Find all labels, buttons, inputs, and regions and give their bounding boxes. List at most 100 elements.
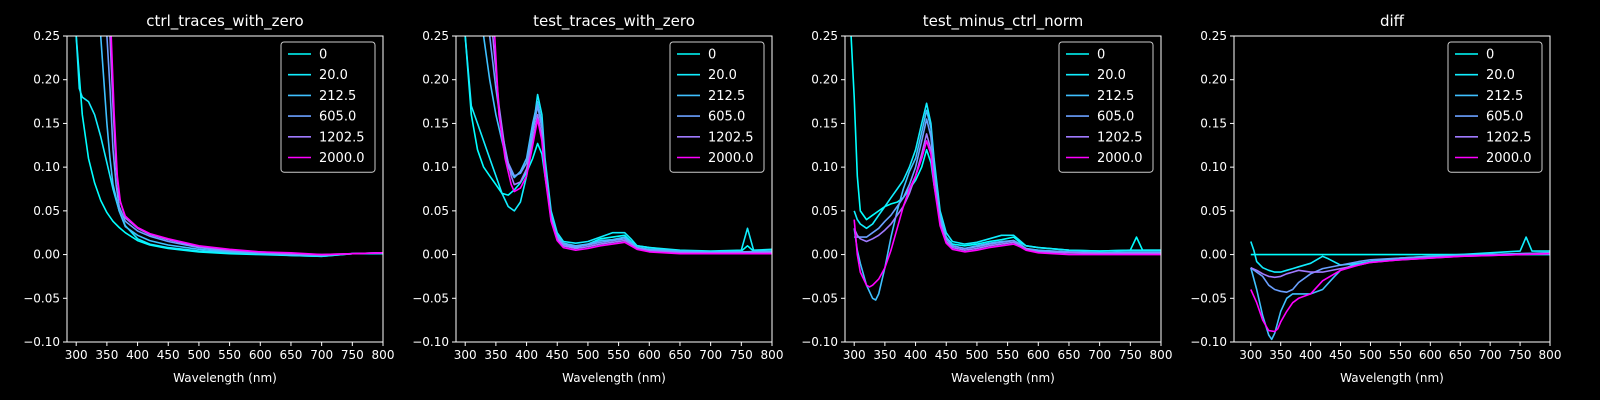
legend-label: 605.0 <box>1097 110 1134 125</box>
x-tick-label: 550 <box>607 348 630 362</box>
x-tick-label: 600 <box>1027 348 1050 362</box>
y-tick-label: 0.15 <box>422 116 449 130</box>
x-tick-label: 400 <box>904 348 927 362</box>
plot-frame <box>844 35 1162 343</box>
chart-title: ctrl_traces_with_zero <box>146 12 303 31</box>
legend-label: 0 <box>319 48 327 63</box>
legend-label: 212.5 <box>1097 89 1134 104</box>
series-line-605.0 <box>106 36 383 257</box>
chart-4: diff 300 350 400 450 500 550 600 650 700 750 800 −0.… <box>1190 12 1561 385</box>
y-tick-label: 0.00 <box>1200 248 1227 262</box>
legend-label: 605.0 <box>1486 110 1523 125</box>
x-tick-label: 350 <box>484 348 507 362</box>
y-tick-label: 0.05 <box>33 204 60 218</box>
y-tick-label: −0.10 <box>1190 335 1227 349</box>
x-tick-label: 700 <box>699 348 722 362</box>
legend-label: 212.5 <box>319 89 356 104</box>
x-tick-label: 500 <box>187 348 210 362</box>
legend-label: 212.5 <box>1486 89 1523 104</box>
x-tick-label: 500 <box>576 348 599 362</box>
series-line-605.0 <box>1250 252 1550 294</box>
legend-label: 1202.5 <box>1486 130 1532 145</box>
legend-label: 605.0 <box>319 110 356 125</box>
series-line-212.5 <box>1250 252 1550 341</box>
chart-title: test_minus_ctrl_norm <box>923 12 1084 31</box>
x-tick-label: 800 <box>1150 348 1173 362</box>
y-tick-label: 0.05 <box>422 204 449 218</box>
y-tick-label: 0.00 <box>33 248 60 262</box>
x-tick-label: 800 <box>1539 348 1562 362</box>
chart-title: diff <box>1380 12 1405 30</box>
x-tick-label: 700 <box>1479 348 1502 362</box>
x-tick-label: 300 <box>1239 348 1262 362</box>
y-tick-label: −0.10 <box>412 335 449 349</box>
x-tick-label: 700 <box>1088 348 1111 362</box>
x-tick-label: 750 <box>1119 348 1142 362</box>
x-tick-label: 800 <box>761 348 784 362</box>
legend-label: 212.5 <box>708 89 745 104</box>
y-tick-label: 0.00 <box>811 248 838 262</box>
x-axis-label: Wavelength (nm) <box>562 371 666 385</box>
legend-label: 20.0 <box>1486 68 1515 83</box>
x-tick-label: 700 <box>310 348 333 362</box>
x-tick-label: 550 <box>996 348 1019 362</box>
y-tick-label: 0.20 <box>1200 73 1227 87</box>
legend: 0 20.0 212.5 605.0 1202.5 2000.0 <box>669 41 765 173</box>
legend-label: 0 <box>708 48 716 63</box>
x-tick-label: 350 <box>873 348 896 362</box>
y-tick-label: 0.20 <box>422 73 449 87</box>
y-tick-label: 0.25 <box>33 29 60 43</box>
y-tick-label: 0.05 <box>811 204 838 218</box>
y-tick-label: 0.00 <box>422 248 449 262</box>
y-tick-label: 0.20 <box>811 73 838 87</box>
x-tick-label: 750 <box>341 348 364 362</box>
x-tick-label: 650 <box>280 348 303 362</box>
series-line-20.0 <box>464 36 772 252</box>
legend-label: 2000.0 <box>1097 151 1143 166</box>
series-line-20.0 <box>1250 236 1550 273</box>
y-tick-label: 0.10 <box>1200 160 1227 174</box>
legend: 0 20.0 212.5 605.0 1202.5 2000.0 <box>280 41 376 173</box>
chart-title: test_traces_with_zero <box>533 12 695 31</box>
x-tick-label: 600 <box>249 348 272 362</box>
series-lines <box>75 36 383 258</box>
y-tick-label: 0.15 <box>1200 116 1227 130</box>
y-tick-label: 0.25 <box>811 29 838 43</box>
series-line-2000.0 <box>110 36 383 256</box>
series-line-605.0 <box>488 36 772 254</box>
legend-label: 2000.0 <box>1486 151 1532 166</box>
legend-label: 1202.5 <box>319 130 365 145</box>
chart-3: test_minus_ctrl_norm 300 350 400 450 500 550 60… <box>801 12 1172 385</box>
x-tick-label: 300 <box>454 348 477 362</box>
x-axis-label: Wavelength (nm) <box>173 371 277 385</box>
chart-1: ctrl_traces_with_zero 300 350 400 450 500 550 6… <box>23 12 394 385</box>
x-tick-label: 300 <box>65 348 88 362</box>
x-tick-label: 650 <box>1449 348 1472 362</box>
y-tick-label: 0.25 <box>1200 29 1227 43</box>
series-line-2000.0 <box>493 36 772 255</box>
y-tick-label: −0.10 <box>23 335 60 349</box>
chart-2: test_traces_with_zero 300 350 400 450 500 550 6… <box>412 12 783 385</box>
series-line-2000.0 <box>1250 252 1550 333</box>
legend-label: 20.0 <box>319 68 348 83</box>
x-tick-label: 350 <box>95 348 118 362</box>
x-axis-label: Wavelength (nm) <box>1340 371 1444 385</box>
x-tick-label: 300 <box>843 348 866 362</box>
legend-label: 2000.0 <box>708 151 754 166</box>
x-tick-label: 550 <box>218 348 241 362</box>
series-lines <box>1250 236 1550 341</box>
x-tick-label: 500 <box>965 348 988 362</box>
series-lines <box>464 36 772 255</box>
y-tick-label: 0.05 <box>1200 204 1227 218</box>
x-tick-label: 650 <box>1058 348 1081 362</box>
x-tick-label: 400 <box>126 348 149 362</box>
legend-label: 0 <box>1486 48 1494 63</box>
legend-label: 0 <box>1097 48 1105 63</box>
x-tick-label: 400 <box>515 348 538 362</box>
legend-label: 605.0 <box>708 110 745 125</box>
x-tick-label: 800 <box>372 348 395 362</box>
x-tick-label: 600 <box>638 348 661 362</box>
y-tick-label: 0.10 <box>33 160 60 174</box>
y-tick-label: −0.05 <box>801 291 838 305</box>
